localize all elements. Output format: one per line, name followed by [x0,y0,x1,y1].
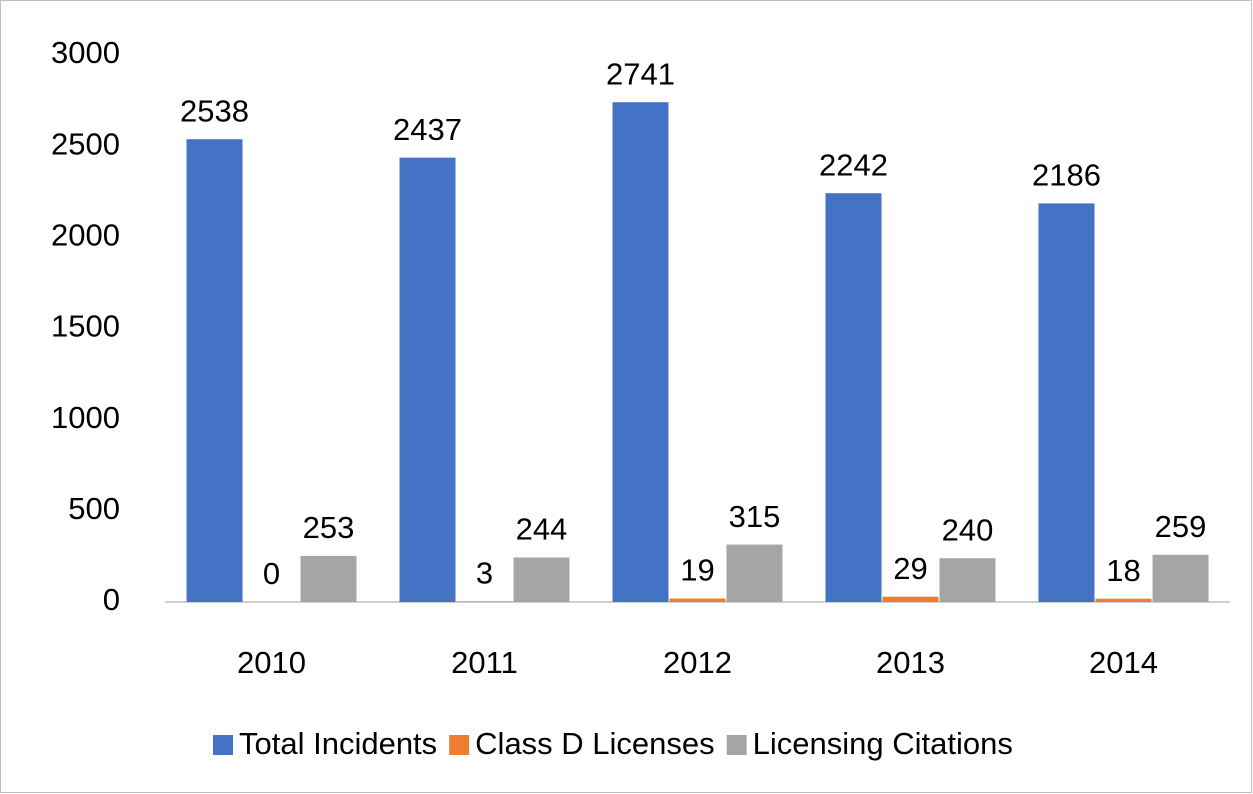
data-label: 2437 [393,112,462,147]
data-label: 244 [516,512,568,547]
bar [1095,598,1152,602]
data-label: 2186 [1032,158,1101,193]
bar [882,596,939,602]
bar [669,598,726,602]
bar [939,558,996,602]
legend-swatch [726,735,747,755]
data-label: 2741 [606,56,675,91]
x-tick-label: 2011 [451,645,518,680]
x-tick-label: 2012 [663,645,732,680]
data-label: 29 [893,551,927,586]
bar [300,555,357,602]
bar [825,193,882,602]
x-tick-label: 2014 [1089,645,1158,680]
x-tick-label: 2010 [237,645,306,680]
y-tick-label: 2500 [51,126,120,161]
y-tick-label: 2000 [51,218,120,253]
data-label: 2538 [180,93,249,128]
bar [726,544,783,602]
bar [1152,554,1209,602]
y-tick-label: 1000 [51,400,120,435]
data-label: 253 [303,510,355,545]
data-label: 259 [1155,509,1207,544]
y-tick-label: 500 [68,491,120,526]
legend-label: Class D Licenses [475,726,714,761]
bar [1038,203,1095,603]
data-label: 3 [476,556,493,591]
legend-label: Licensing Citations [753,726,1013,761]
data-label: 0 [263,556,280,591]
y-tick-label: 3000 [51,35,120,70]
legend-swatch [213,735,233,755]
bar [612,102,669,602]
y-tick-label: 0 [103,582,120,617]
bar [456,601,513,602]
legend-label: Total Incidents [239,726,437,761]
data-label: 18 [1106,553,1140,588]
data-label: 315 [729,499,781,534]
bar [186,139,243,602]
data-label: 19 [680,553,714,588]
y-tick-label: 1500 [51,309,120,344]
x-tick-label: 2013 [876,645,945,680]
bar [513,557,570,602]
data-label: 2242 [819,147,888,182]
legend-swatch [449,735,470,755]
data-label: 240 [942,512,994,547]
bar [399,157,456,602]
